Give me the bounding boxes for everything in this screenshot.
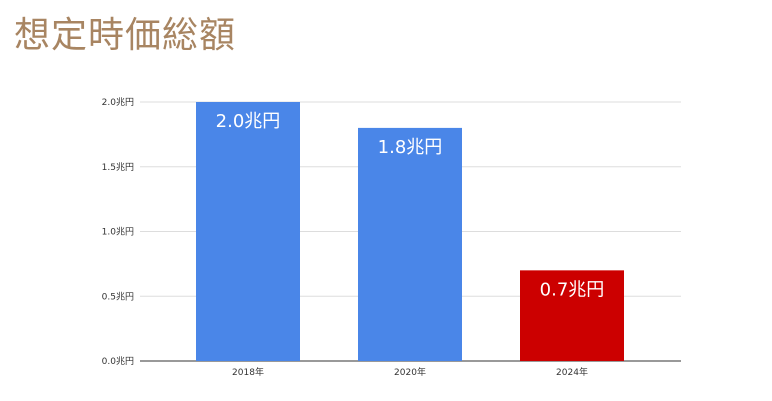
y-axis-ticks: 0.0兆円 0.5兆円 1.0兆円 1.5兆円 2.0兆円 [102, 97, 134, 367]
x-axis-ticks: 2018年 2020年 2024年 [232, 366, 588, 378]
x-tick-label: 2024年 [556, 366, 588, 378]
y-tick-label: 1.5兆円 [102, 162, 134, 173]
data-label: 0.7兆円 [540, 279, 605, 300]
page-title: 想定時価総額 [14, 15, 237, 56]
bars: 2.0兆円 1.8兆円 0.7兆円 [196, 102, 624, 362]
x-tick-label: 2020年 [394, 366, 426, 378]
x-tick-label: 2018年 [232, 366, 264, 378]
bar-2020年 [358, 127, 462, 362]
y-tick-label: 2.0兆円 [102, 97, 134, 108]
y-tick-label: 0.5兆円 [102, 291, 134, 302]
bar-2024年 [520, 270, 624, 361]
data-label: 1.8兆円 [378, 137, 443, 158]
y-tick-label: 0.0兆円 [102, 356, 134, 367]
data-label: 2.0兆円 [216, 111, 281, 132]
bar-2018年 [196, 102, 300, 361]
y-tick-label: 1.0兆円 [102, 227, 134, 238]
